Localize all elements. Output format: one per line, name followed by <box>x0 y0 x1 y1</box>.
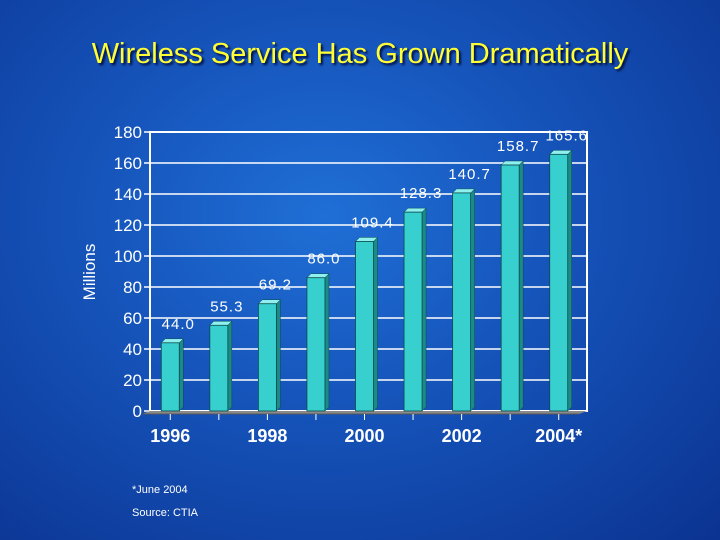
footnote: *June 2004 <box>132 484 188 496</box>
bar-value-label: 165.6 <box>545 127 588 144</box>
y-axis-title: Millions <box>80 244 99 301</box>
x-tick-label: 1996 <box>150 426 190 446</box>
bar-value-label: 69.2 <box>259 277 292 294</box>
bar <box>160 342 180 412</box>
y-tick-label: 20 <box>123 371 142 390</box>
labels-layer: 0 20 40 60 80 100 120 140 160 180 44.0 1996 55.3 69.2… <box>114 123 588 446</box>
bar-value-label: 86.0 <box>307 251 340 268</box>
chart-floor <box>142 411 587 414</box>
bars-layer <box>160 149 573 412</box>
bar-value-label: 44.0 <box>162 316 195 333</box>
bar-side <box>567 149 572 412</box>
slide-title: Wireless Service Has Grown Dramatically <box>91 38 629 70</box>
bar-top <box>452 188 476 194</box>
x-tick-label: 1998 <box>247 426 287 446</box>
bar-value-label: 128.3 <box>400 185 443 202</box>
x-tick-label: 2002 <box>442 426 482 446</box>
y-tick-label: 180 <box>114 123 142 142</box>
bar-top <box>160 338 184 344</box>
bar-side <box>324 273 330 412</box>
y-tick-label: 100 <box>114 247 142 266</box>
y-tick-label: 60 <box>123 309 142 328</box>
bar-top <box>403 207 427 213</box>
bar <box>452 192 472 412</box>
bar-side <box>276 299 281 412</box>
bar-side <box>518 160 524 412</box>
y-tick-label: 120 <box>114 216 142 235</box>
source-note: Source: CTIA <box>132 507 199 519</box>
bar-top <box>354 237 379 242</box>
bar-side <box>470 188 475 412</box>
bar-value-label: 55.3 <box>210 298 243 315</box>
bar-top <box>500 160 524 166</box>
bar <box>549 153 569 412</box>
y-tick-label: 40 <box>123 340 142 359</box>
bar-value-label: 158.7 <box>497 138 540 155</box>
y-tick-label: 0 <box>133 402 142 421</box>
bar-value-label: 140.7 <box>448 166 491 183</box>
bar <box>306 277 326 412</box>
y-tick-label: 140 <box>114 185 142 204</box>
bar-top <box>549 150 573 155</box>
bar <box>355 241 374 412</box>
bar <box>209 324 229 412</box>
bar <box>257 303 277 412</box>
bar-side <box>421 207 427 412</box>
bar-value-label: 109.4 <box>351 214 394 231</box>
bar-top <box>257 299 281 304</box>
bar <box>403 211 423 412</box>
bar-top <box>209 321 233 326</box>
bar-top <box>306 273 330 278</box>
y-tick-label: 160 <box>114 154 142 173</box>
bar-side <box>227 320 233 412</box>
bar-side <box>179 338 184 412</box>
y-tick-label: 80 <box>123 278 142 297</box>
x-tick-label: 2004* <box>535 426 582 446</box>
x-tick-label: 2000 <box>344 426 384 446</box>
bar-side <box>373 236 378 412</box>
bar <box>500 164 520 412</box>
